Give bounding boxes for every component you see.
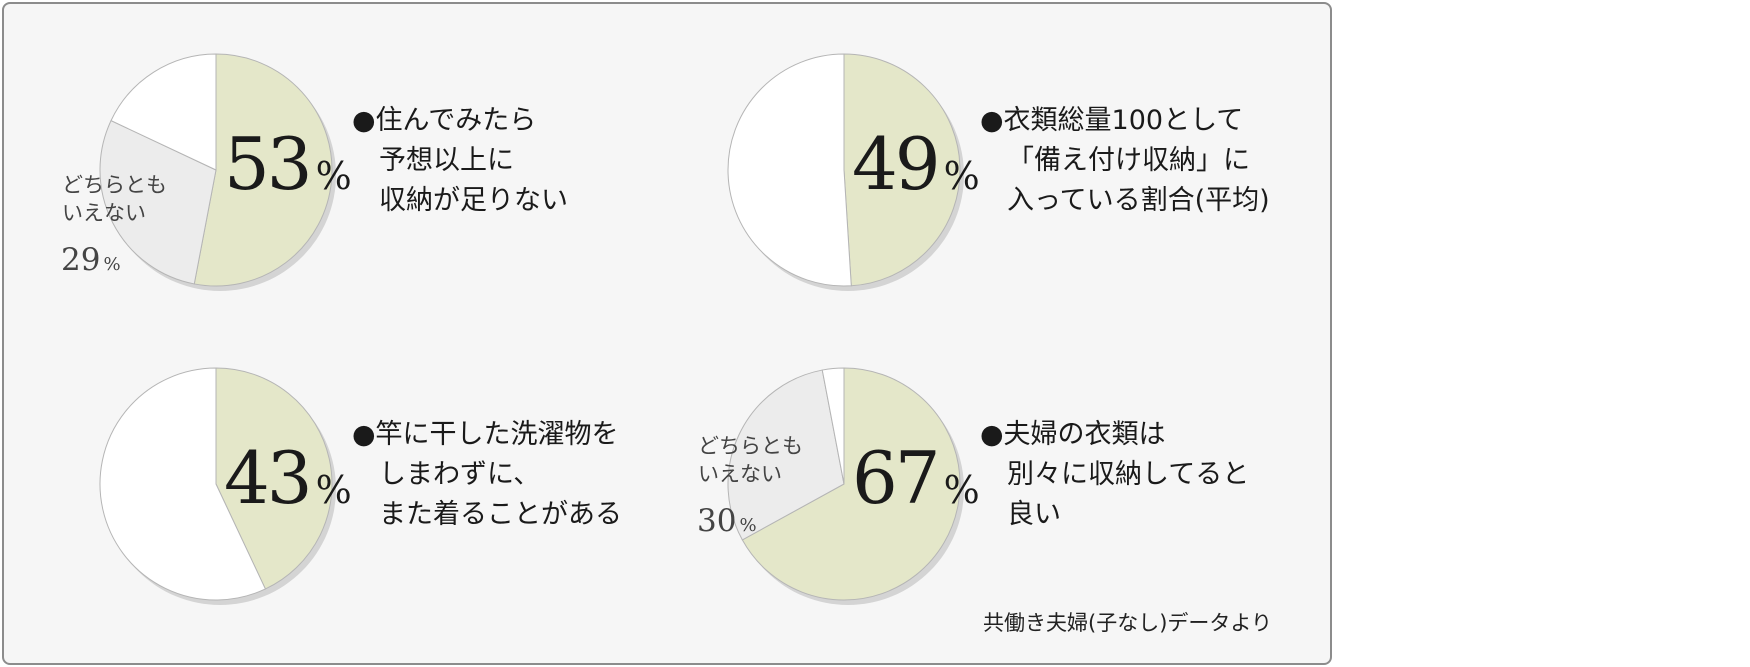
pie-3-caption-line2: しまわずに、 <box>379 459 541 490</box>
pie-4-caption: ●夫婦の衣類は 別々に収納してると 良い <box>980 415 1249 535</box>
pie-3-main-number: 43 <box>224 436 313 520</box>
pie-2-slice-1 <box>843 53 961 287</box>
pie-1-caption: ●住んでみたら 予想以上に 収納が足りない <box>352 101 568 221</box>
pie-2-caption-line1: ●衣類総量100として <box>980 105 1244 136</box>
pie-2-caption-line3: 入っている割合(平均) <box>1007 185 1270 216</box>
pie-4-slice-1 <box>741 367 961 601</box>
pie-4-caption-line2: 別々に収納してると <box>1007 459 1250 490</box>
pie-1-slice-3 <box>110 53 217 171</box>
pie-chart-3 <box>99 367 336 605</box>
pie-chart-2 <box>727 53 964 291</box>
pie-3-slice-2 <box>99 367 267 601</box>
pie-4-caption-line1: ●夫婦の衣類は <box>980 419 1166 450</box>
pie-1-neutral-unit: % <box>103 254 121 275</box>
pie-1-neutral-value: 29% <box>61 242 121 278</box>
pie-1-slice-1 <box>193 53 333 287</box>
pie-2-main-unit: % <box>943 154 980 198</box>
pie-1-slice-2 <box>99 119 217 285</box>
pie-1-neutral-label-line2: いえない <box>62 201 146 225</box>
pie-3-slice-1 <box>215 367 333 590</box>
pie-4-caption-line3: 良い <box>1007 499 1061 530</box>
pie-chart-4 <box>727 367 964 605</box>
pie-3-caption-line3: また着ることがある <box>379 499 622 530</box>
pie-1-caption-line2: 予想以上に <box>379 145 514 176</box>
pie-3-main-value: 43% <box>224 436 352 520</box>
pie-3-caption-line1: ●竿に干した洗濯物を <box>352 419 619 450</box>
pie-4-neutral-label: どちらとも いえない <box>698 432 803 488</box>
pie-4-neutral-label-line1: どちらとも <box>698 434 803 458</box>
pie-chart-1 <box>99 53 336 291</box>
pie-1-main-number: 53 <box>224 122 313 206</box>
pie-4-main-unit: % <box>943 468 980 512</box>
pie-4-main-value: 67% <box>852 436 980 520</box>
pie-4-neutral-unit: % <box>739 515 757 536</box>
pie-1-neutral-label: どちらとも いえない <box>62 171 167 227</box>
pie-4-neutral-label-line2: いえない <box>698 462 782 486</box>
pie-1-caption-line3: 収納が足りない <box>379 185 568 216</box>
pie-3-caption: ●竿に干した洗濯物を しまわずに、 また着ることがある <box>352 415 622 535</box>
pie-4-neutral-number: 30 <box>697 503 737 539</box>
pie-2-caption-line2: 「備え付け収納」に <box>1007 145 1250 176</box>
pie-1-caption-line1: ●住んでみたら <box>352 105 537 136</box>
pie-2-main-value: 49% <box>852 122 980 206</box>
chart-panel: 53% どちらとも いえない 29% ●住んでみたら 予想以上に 収納が足りない… <box>2 2 1332 665</box>
source-note: 共働き夫婦(子なし)データより <box>983 611 1272 635</box>
pie-2-slice-2 <box>727 53 852 287</box>
pie-1-neutral-number: 29 <box>61 242 101 278</box>
pie-1-neutral-label-line1: どちらとも <box>62 173 167 197</box>
pie-4-main-number: 67 <box>852 436 941 520</box>
pie-3-main-unit: % <box>315 468 352 512</box>
pie-2-main-number: 49 <box>852 122 941 206</box>
pie-4-slice-2 <box>727 369 845 541</box>
pie-4-slice-3 <box>821 367 845 485</box>
pie-1-main-unit: % <box>315 154 352 198</box>
pie-2-caption: ●衣類総量100として 「備え付け収納」に 入っている割合(平均) <box>980 101 1270 221</box>
pie-1-main-value: 53% <box>224 122 352 206</box>
pie-4-neutral-value: 30% <box>697 503 757 539</box>
